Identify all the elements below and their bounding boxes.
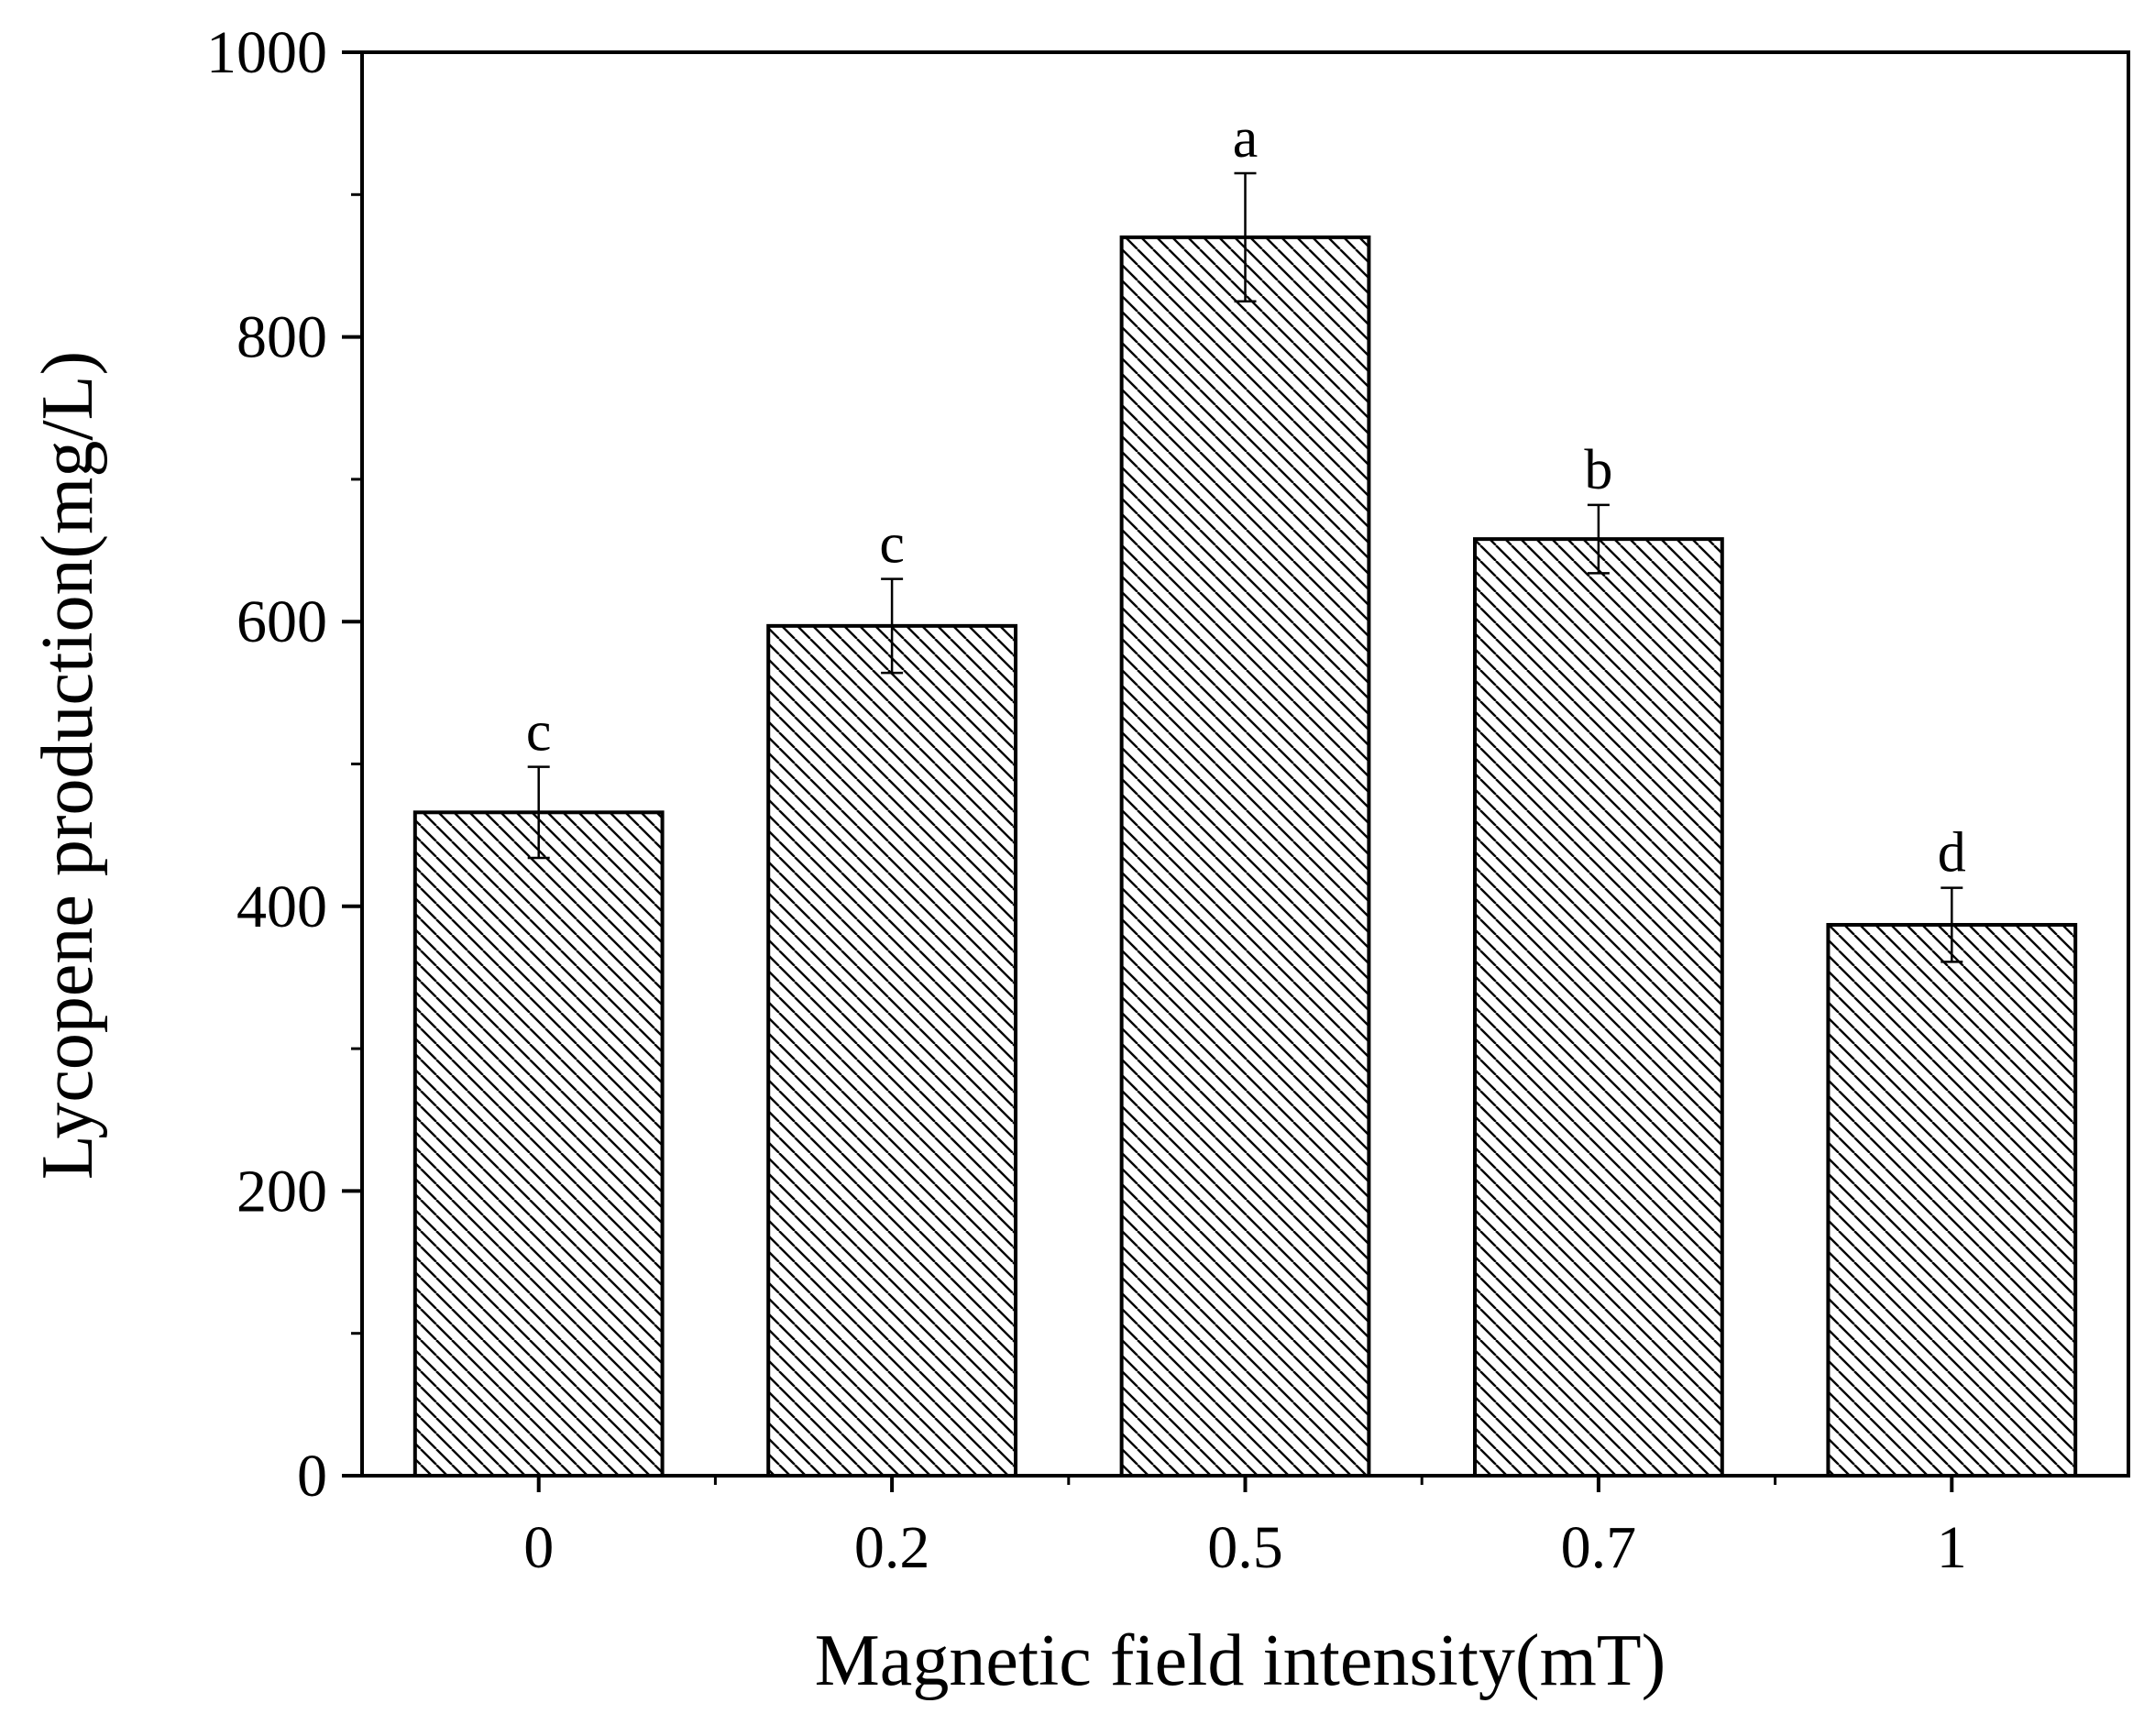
x-axis-title: Magnetic field intensity(mT) <box>815 1621 1666 1701</box>
significance-labels-layer: c c a b d <box>526 107 1966 884</box>
significance-label-0: c <box>526 701 552 764</box>
bar-0.7 <box>1473 537 1724 1478</box>
bars-layer <box>412 235 2078 1478</box>
significance-label-1: d <box>1938 822 1966 884</box>
y-tick-label-800: 800 <box>236 304 327 371</box>
x-tick-label-0.2: 0.2 <box>854 1514 930 1581</box>
bar-1 <box>1826 922 2078 1478</box>
x-tick-label-0: 0 <box>523 1514 554 1581</box>
significance-label-0.7: b <box>1584 439 1612 501</box>
x-tick-label-1: 1 <box>1937 1514 1967 1581</box>
error-bar-0.2 <box>881 577 904 675</box>
y-tick-label-400: 400 <box>236 873 327 940</box>
y-tick-label-1000: 1000 <box>206 19 327 86</box>
error-bar-0.5 <box>1234 171 1257 303</box>
bar-0 <box>412 810 665 1478</box>
error-bars-layer <box>527 171 1963 963</box>
error-bar-0 <box>527 765 550 860</box>
x-tick-label-0.5: 0.5 <box>1207 1514 1283 1581</box>
axes-layer: 0 0.2 0.5 0.7 1 0 200 400 600 800 1000 <box>206 19 2130 1581</box>
y-tick-label-600: 600 <box>236 588 327 655</box>
bar-0.5 <box>1119 235 1371 1478</box>
bar-0.2 <box>766 623 1017 1478</box>
y-tick-label-0: 0 <box>297 1443 327 1510</box>
significance-label-0.2: c <box>879 513 905 576</box>
error-bar-0.7 <box>1587 503 1610 575</box>
y-axis-title: Lycopene production(mg/L) <box>27 351 108 1180</box>
plot-frame <box>360 50 2130 1478</box>
significance-label-0.5: a <box>1233 107 1259 170</box>
y-tick-label-200: 200 <box>236 1158 327 1225</box>
error-bar-1 <box>1941 886 1963 963</box>
x-tick-label-0.7: 0.7 <box>1561 1514 1637 1581</box>
